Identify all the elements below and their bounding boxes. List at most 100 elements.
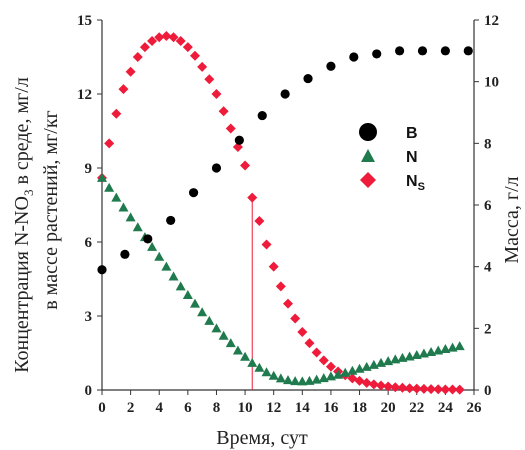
data-point-n xyxy=(383,356,394,366)
data-point-n xyxy=(347,365,358,375)
x-tick-label: 6 xyxy=(184,400,192,416)
data-point-b xyxy=(120,249,130,259)
data-point-ns xyxy=(383,381,394,392)
x-tick-label: 24 xyxy=(438,400,454,416)
data-point-b xyxy=(234,135,244,145)
legend-label: N xyxy=(406,149,418,166)
data-point-n xyxy=(168,271,179,281)
data-point-n xyxy=(118,202,129,212)
y-left-axis-title-line1: Концентрация N-NO3 в среде, мг/л xyxy=(11,77,36,373)
data-point-n xyxy=(311,374,322,384)
data-point-ns xyxy=(139,42,150,53)
data-point-n xyxy=(418,348,429,358)
data-point-n xyxy=(454,341,465,351)
data-point-n xyxy=(433,345,444,355)
data-point-n xyxy=(376,357,386,367)
x-tick-label: 22 xyxy=(409,400,424,416)
data-point-ns xyxy=(111,108,122,119)
x-tick-label: 0 xyxy=(98,400,106,416)
x-axis-title: Время, сут xyxy=(216,427,308,449)
legend-marker-triangle xyxy=(361,149,375,162)
data-point-n xyxy=(247,357,258,367)
data-point-n xyxy=(97,172,107,182)
legend-label-subscript: S xyxy=(418,181,425,193)
data-point-n xyxy=(154,251,165,261)
data-point-n xyxy=(397,352,408,362)
y-right-tick-label: 2 xyxy=(484,321,492,337)
data-point-ns xyxy=(182,42,193,53)
data-point-ns xyxy=(426,384,437,395)
data-point-n xyxy=(275,373,286,383)
data-point-b xyxy=(143,234,153,244)
data-point-ns xyxy=(225,123,236,134)
x-tick-label: 2 xyxy=(127,400,135,416)
data-point-n xyxy=(132,222,143,232)
data-point-ns xyxy=(147,35,158,46)
data-point-n xyxy=(232,345,243,355)
legend-marker-circle xyxy=(359,123,377,141)
data-point-ns xyxy=(397,382,408,393)
data-point-n xyxy=(204,315,215,325)
legend-label: B xyxy=(406,125,418,142)
data-point-b xyxy=(97,265,107,275)
data-point-n xyxy=(404,351,415,361)
data-point-ns xyxy=(368,379,379,390)
y-left-tick-label: 3 xyxy=(85,309,93,325)
x-tick-label: 14 xyxy=(295,400,311,416)
data-point-ns xyxy=(125,66,136,77)
data-point-ns xyxy=(204,74,215,85)
data-point-ns xyxy=(447,384,458,395)
data-point-ns xyxy=(411,383,422,394)
data-point-ns xyxy=(433,384,444,395)
data-point-b xyxy=(257,110,267,121)
data-point-n xyxy=(197,307,208,317)
data-point-ns xyxy=(132,52,143,62)
data-point-n xyxy=(225,338,236,348)
x-tick-label: 16 xyxy=(323,400,339,416)
x-tick-label: 8 xyxy=(213,400,221,416)
y-right-tick-label: 10 xyxy=(484,75,499,91)
data-point-ns xyxy=(168,32,179,43)
legend: BN NS xyxy=(359,123,425,193)
data-point-b xyxy=(372,49,382,59)
data-point-ns xyxy=(440,384,451,395)
data-point-n xyxy=(318,373,329,383)
data-point-b xyxy=(395,46,405,56)
y-right-tick-label: 4 xyxy=(484,260,492,276)
data-point-b xyxy=(326,61,336,71)
data-point-n xyxy=(447,342,458,352)
y-right-tick-label: 8 xyxy=(484,136,492,152)
x-tick-label: 20 xyxy=(381,400,396,416)
data-point-ns xyxy=(283,298,293,309)
data-point-ns xyxy=(154,32,165,43)
data-point-ns xyxy=(304,338,315,349)
data-point-n xyxy=(104,182,115,192)
data-point-b xyxy=(440,46,450,56)
data-point-b xyxy=(417,46,428,56)
data-point-n xyxy=(411,349,422,359)
data-point-b xyxy=(280,89,290,99)
data-point-n xyxy=(361,361,372,371)
data-marks xyxy=(97,31,473,395)
data-point-n xyxy=(368,359,379,369)
data-point-b xyxy=(166,215,176,226)
axes xyxy=(97,19,479,395)
y-left-axis-title-line2: в массе растений, мг/кг xyxy=(40,110,62,310)
data-point-ns xyxy=(318,355,329,366)
data-point-ns xyxy=(240,160,251,171)
data-point-n xyxy=(161,261,172,271)
data-point-ns xyxy=(354,375,365,386)
data-point-b xyxy=(303,73,313,84)
data-point-ns xyxy=(161,31,172,42)
data-point-n xyxy=(125,212,136,222)
data-point-n xyxy=(254,362,265,372)
y-right-axis-title: Масса, г/л xyxy=(501,176,523,263)
data-point-n xyxy=(182,290,193,300)
data-point-n xyxy=(111,192,122,202)
data-point-ns xyxy=(376,380,386,391)
data-point-n xyxy=(218,330,229,340)
data-point-ns xyxy=(268,261,279,272)
data-point-ns xyxy=(275,281,286,292)
y-right-tick-label: 6 xyxy=(484,198,492,214)
